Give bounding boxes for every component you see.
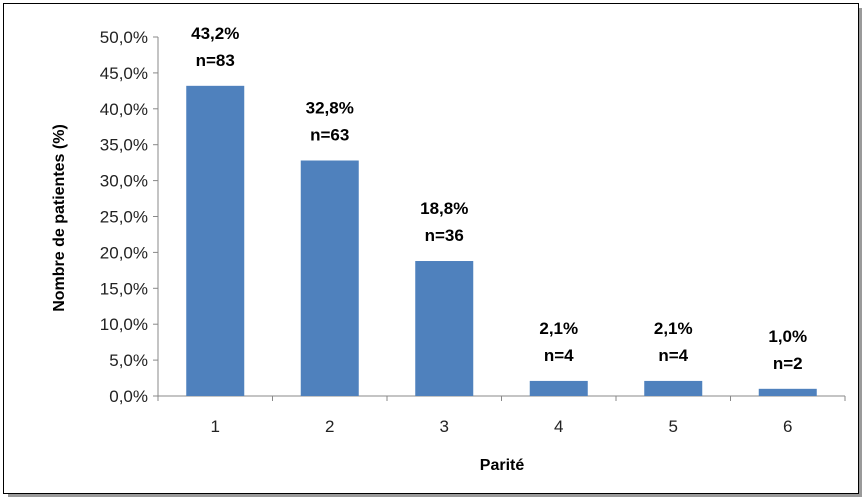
x-tick-label: 1 (211, 417, 220, 436)
bar-count-label: n=2 (773, 354, 803, 373)
bar (644, 380, 703, 396)
y-axis-title: Nombre de patientes (%) (51, 124, 68, 312)
bar (529, 380, 588, 396)
y-tick-label: 40,0% (100, 100, 148, 119)
y-tick-label: 35,0% (100, 136, 148, 155)
chart-frame (3, 3, 862, 497)
x-tick-label: 4 (554, 417, 563, 436)
x-axis-title: Parité (480, 457, 525, 474)
bars (186, 85, 817, 396)
bar-count-label: n=4 (544, 346, 574, 365)
y-tick-label: 5,0% (109, 351, 148, 370)
bar-percent-label: 1,0% (768, 327, 807, 346)
y-tick-label: 25,0% (100, 208, 148, 227)
y-tick-label: 15,0% (100, 279, 148, 298)
bar-percent-label: 18,8% (420, 199, 468, 218)
data-labels: 43,2% n=83 32,8% n=63 18,8% n=36 2,1% n=4 2,1% n=… (191, 24, 807, 373)
bar (186, 85, 245, 396)
bar-count-label: n=4 (658, 346, 688, 365)
bar-count-label: n=36 (425, 226, 464, 245)
y-tick-label: 30,0% (100, 172, 148, 191)
bar-percent-label: 32,8% (306, 98, 354, 117)
bar-count-label: n=63 (310, 125, 349, 144)
y-tick-label: 20,0% (100, 243, 148, 262)
y-tick-label: 0,0% (109, 387, 148, 406)
bar-count-label: n=83 (196, 51, 235, 70)
y-tick-label: 45,0% (100, 64, 148, 83)
y-axis: 0,0% 5,0% 10,0% 15,0% 20,0% 25,0% 30,0% 35,0% 40… (100, 28, 159, 406)
bar (300, 160, 359, 396)
x-tick-label: 5 (669, 417, 678, 436)
bar (758, 388, 817, 396)
x-tick-label: 3 (440, 417, 449, 436)
y-tick-label: 50,0% (100, 28, 148, 47)
x-axis: 1 2 3 4 5 6 (157, 395, 846, 436)
x-tick-label: 2 (325, 417, 334, 436)
bar-percent-label: 43,2% (191, 24, 239, 43)
bar-percent-label: 2,1% (654, 319, 693, 338)
x-tick-label: 6 (783, 417, 792, 436)
y-tick-label: 10,0% (100, 315, 148, 334)
bar-percent-label: 2,1% (539, 319, 578, 338)
bar (415, 261, 474, 396)
